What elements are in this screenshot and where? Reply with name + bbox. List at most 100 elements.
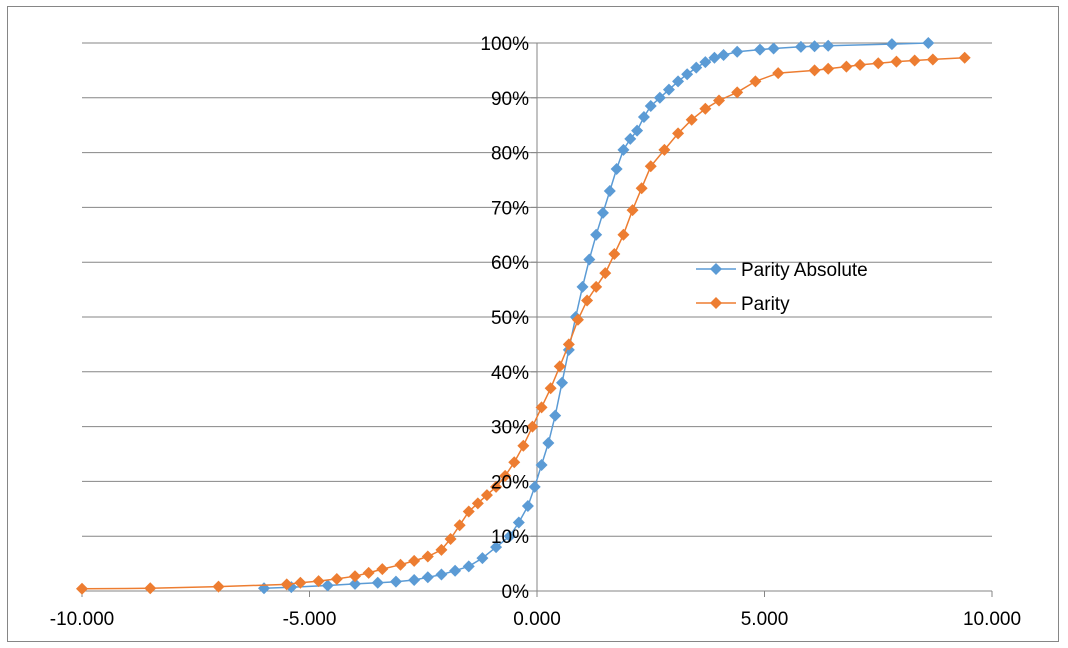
y-tick-label-6: 60% xyxy=(491,253,529,274)
y-tick-label-5: 50% xyxy=(491,308,529,329)
point-s1-8 xyxy=(362,566,375,579)
point-s0-41 xyxy=(717,49,730,62)
point-s1-37 xyxy=(658,143,671,156)
x-tick-label-2: 0.000 xyxy=(513,609,561,630)
point-s1-47 xyxy=(840,60,853,73)
point-s0-14 xyxy=(512,516,525,529)
point-s1-40 xyxy=(699,102,712,115)
point-s1-5 xyxy=(312,575,325,588)
legend: Parity Absolute Parity xyxy=(696,260,868,315)
x-tick-labels: -10.000 -5.000 0.000 5.000 10.000 xyxy=(50,609,1021,630)
point-s0-43 xyxy=(753,43,766,56)
point-s0-29 xyxy=(617,143,630,156)
point-s0-42 xyxy=(731,45,744,58)
point-s1-33 xyxy=(617,228,630,241)
x-tick-label-4: 10.000 xyxy=(963,609,1021,630)
point-s0-31 xyxy=(631,124,644,137)
point-s1-51 xyxy=(908,54,921,67)
point-s0-37 xyxy=(681,68,694,81)
point-s1-43 xyxy=(749,75,762,88)
point-s0-40 xyxy=(708,51,721,64)
point-s1-11 xyxy=(408,554,421,567)
point-s1-16 xyxy=(462,505,475,518)
chart-area: 0% 10% 20% 30% 40% 50% 60% 70% 80% 90% 100% -10.00… xyxy=(7,6,1059,642)
point-s1-26 xyxy=(553,360,566,373)
point-s1-42 xyxy=(731,86,744,99)
point-s1-3 xyxy=(280,578,293,591)
point-s0-44 xyxy=(767,42,780,55)
point-s0-36 xyxy=(672,75,685,88)
y-tick-label-2: 20% xyxy=(491,472,529,493)
point-s1-21 xyxy=(508,456,521,469)
point-s0-23 xyxy=(576,280,589,293)
point-s0-48 xyxy=(885,38,898,51)
point-s0-34 xyxy=(653,91,666,104)
series-0 xyxy=(258,37,935,595)
point-s1-35 xyxy=(635,182,648,195)
point-s0-11 xyxy=(476,552,489,565)
point-s1-36 xyxy=(644,160,657,173)
point-s1-45 xyxy=(808,64,821,77)
series-line-0 xyxy=(263,42,929,590)
point-s1-0 xyxy=(76,582,88,595)
point-s1-9 xyxy=(376,563,389,576)
point-s1-48 xyxy=(854,58,867,71)
point-s0-12 xyxy=(490,541,503,554)
y-tick-label-4: 40% xyxy=(491,363,529,384)
legend-label-1: Parity xyxy=(741,294,790,315)
y-tick-label-3: 30% xyxy=(491,418,529,439)
point-s1-14 xyxy=(444,532,457,545)
point-s0-30 xyxy=(624,132,637,145)
point-s0-0 xyxy=(258,582,270,595)
point-s0-5 xyxy=(389,575,402,588)
point-s0-16 xyxy=(528,480,541,493)
point-s0-24 xyxy=(583,253,596,266)
legend-item-0: Parity Absolute xyxy=(696,260,868,281)
point-s0-35 xyxy=(662,83,675,96)
point-s0-15 xyxy=(521,500,534,513)
y-tick-label-1: 10% xyxy=(491,527,529,548)
point-s0-38 xyxy=(690,61,703,74)
point-s0-28 xyxy=(610,163,623,176)
point-s1-25 xyxy=(544,382,557,395)
point-s0-39 xyxy=(699,56,712,69)
point-s1-22 xyxy=(517,439,530,452)
point-s0-2 xyxy=(321,579,334,592)
point-s1-18 xyxy=(480,489,493,502)
point-s1-13 xyxy=(435,543,448,556)
point-s1-2 xyxy=(212,580,225,593)
point-s0-49 xyxy=(922,37,935,49)
point-s1-19 xyxy=(490,480,503,493)
point-s1-4 xyxy=(294,576,307,589)
point-s1-38 xyxy=(672,127,685,140)
axes xyxy=(81,42,993,597)
y-tick-label-0: 0% xyxy=(502,582,530,603)
point-s1-17 xyxy=(471,497,484,510)
point-s1-46 xyxy=(822,62,835,75)
point-s0-19 xyxy=(549,409,562,422)
point-s1-50 xyxy=(890,55,903,68)
point-s1-15 xyxy=(453,519,466,532)
x-tick-label-1: -5.000 xyxy=(283,609,337,630)
legend-marker-1 xyxy=(710,297,722,309)
point-s0-6 xyxy=(408,574,421,587)
point-s1-12 xyxy=(421,550,434,563)
point-s0-17 xyxy=(535,458,548,471)
point-s0-46 xyxy=(808,40,821,53)
y-tick-label-10: 100% xyxy=(480,34,529,55)
point-s0-27 xyxy=(603,184,616,197)
point-s0-33 xyxy=(644,100,657,113)
y-tick-labels: 0% 10% 20% 30% 40% 50% 60% 70% 80% 90% 100% xyxy=(480,34,529,603)
legend-label-0: Parity Absolute xyxy=(741,260,868,281)
point-s0-4 xyxy=(371,576,384,589)
legend-item-1: Parity xyxy=(696,294,790,315)
point-s0-18 xyxy=(542,437,555,450)
point-s1-39 xyxy=(685,113,698,126)
point-s1-20 xyxy=(499,469,512,482)
point-s0-45 xyxy=(794,40,807,53)
series-1 xyxy=(76,51,971,595)
x-tick-label-3: 5.000 xyxy=(741,609,789,630)
x-tick-label-0: -10.000 xyxy=(50,609,114,630)
plot-series xyxy=(76,37,971,595)
point-s1-29 xyxy=(581,294,594,307)
